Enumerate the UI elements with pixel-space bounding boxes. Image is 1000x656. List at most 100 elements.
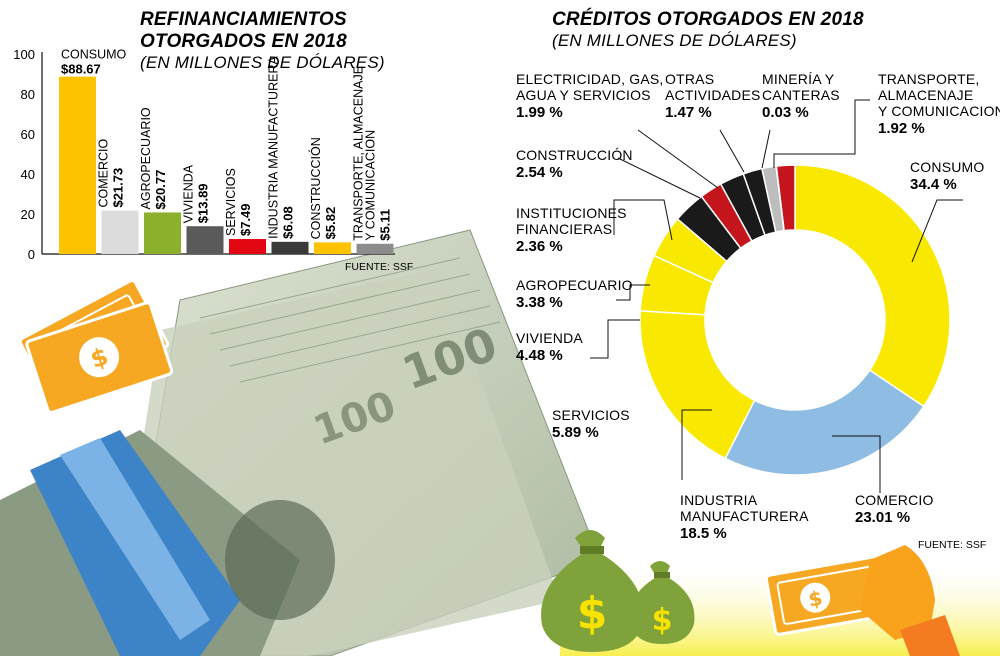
dollar-sign: $ bbox=[577, 588, 608, 639]
bar bbox=[229, 239, 266, 254]
dollar-sign: $ bbox=[806, 586, 824, 612]
bar-value-label: $20.77 bbox=[153, 170, 168, 210]
slice-label: VIVIENDA bbox=[516, 330, 583, 346]
bar-chart-subtitle: (EN MILLONES DE DÓLARES) bbox=[140, 53, 385, 72]
y-tick-label: 0 bbox=[28, 247, 35, 262]
y-tick-label: 60 bbox=[21, 127, 35, 142]
slice-label: FINANCIERAS bbox=[516, 221, 612, 237]
y-tick-label: 40 bbox=[21, 167, 35, 182]
slice-label: AGROPECUARIO bbox=[516, 277, 633, 293]
leader-line bbox=[773, 99, 870, 168]
dollar-sign: $ bbox=[652, 603, 673, 638]
slice-value-label: 3.38 % bbox=[516, 294, 563, 311]
slice-label: SERVICIOS bbox=[552, 407, 630, 423]
bar bbox=[356, 243, 394, 254]
leader-line bbox=[616, 284, 650, 301]
bar-chart-title-line-1: REFINANCIAMIENTOS bbox=[140, 9, 347, 30]
slice-label: TRANSPORTE, bbox=[878, 71, 980, 87]
bar-category-label: INDUSTRIA MANUFACTURERA bbox=[267, 56, 281, 239]
bar-value-label: $7.49 bbox=[238, 203, 253, 236]
donut-chart-subtitle: (EN MILLONES DE DÓLARES) bbox=[552, 31, 797, 50]
money-bag-icon: $ bbox=[541, 530, 644, 652]
slice-label: CONSTRUCCIÓN bbox=[516, 147, 633, 163]
leader-line bbox=[637, 129, 719, 189]
money-bag-small-icon: $ bbox=[629, 561, 695, 644]
bar-category-label: CONSTRUCCIÓN bbox=[308, 137, 323, 239]
leader-line bbox=[832, 435, 881, 493]
slice-label: INDUSTRIA bbox=[680, 492, 758, 508]
y-tick-label: 80 bbox=[21, 87, 35, 102]
bar bbox=[144, 212, 181, 254]
bar-value-label: $21.73 bbox=[111, 168, 126, 208]
slice-value-label: 4.48 % bbox=[516, 347, 563, 364]
bar-value-label: $88.67 bbox=[61, 62, 101, 77]
slice-label: AGUA Y SERVICIOS bbox=[516, 87, 651, 103]
bar bbox=[186, 226, 224, 254]
slice-label: INSTITUCIONES bbox=[516, 205, 627, 221]
slice-label: CANTERAS bbox=[762, 87, 840, 103]
bar-value-label: $5.82 bbox=[323, 207, 338, 240]
slice-value-label: 1.92 % bbox=[878, 120, 925, 137]
slice-label: ELECTRICIDAD, GAS, bbox=[516, 71, 664, 87]
bar bbox=[314, 242, 351, 254]
donut-slice bbox=[794, 164, 951, 408]
slice-label: COMERCIO bbox=[855, 492, 934, 508]
leader-line bbox=[617, 157, 701, 199]
portrait bbox=[225, 500, 335, 620]
y-tick-label: 100 bbox=[13, 47, 35, 62]
money-bills-icon: $ bbox=[18, 279, 174, 414]
donut-leader-lines bbox=[590, 99, 963, 493]
y-tick-label: 20 bbox=[21, 207, 35, 222]
bar-value-label: $13.89 bbox=[196, 183, 211, 223]
leader-line bbox=[590, 319, 640, 359]
bar-category-label: VIVIENDA bbox=[182, 164, 196, 223]
slice-value-label: 5.89 % bbox=[552, 424, 599, 441]
bar bbox=[271, 241, 309, 254]
slice-label: ACTIVIDADES bbox=[665, 87, 761, 103]
bar-value-label: $5.11 bbox=[378, 209, 393, 241]
slice-label: MINERÍA Y bbox=[762, 71, 835, 87]
slice-value-label: 18.5 % bbox=[680, 525, 727, 542]
cash-stack-icon: 100 100 bbox=[0, 229, 601, 656]
leader-line bbox=[613, 199, 673, 241]
bar-chart-title-line-2: OTORGADOS EN 2018 bbox=[140, 31, 347, 52]
slice-value-label: 0.03 % bbox=[762, 104, 809, 121]
bar bbox=[59, 76, 96, 254]
slice-label: Y COMUNICACION bbox=[878, 103, 1000, 119]
donut-chart: CRÉDITOS OTORGADOS EN 2018 (EN MILLONES … bbox=[516, 8, 1000, 551]
donut-slices bbox=[639, 164, 951, 476]
donut-chart-title: CRÉDITOS OTORGADOS EN 2018 bbox=[552, 8, 864, 30]
slice-value-label: 2.54 % bbox=[516, 164, 563, 181]
hand-holding-bill-icon: $ bbox=[764, 545, 960, 656]
bar-chart: REFINANCIAMIENTOS OTORGADOS EN 2018 (EN … bbox=[13, 9, 413, 273]
leader-line bbox=[761, 129, 771, 169]
donut-chart-source: FUENTE: SSF bbox=[918, 539, 986, 551]
bar bbox=[101, 210, 139, 254]
leader-line bbox=[681, 409, 712, 480]
slice-value-label: 2.36 % bbox=[516, 238, 563, 255]
bar-category-label: TRANSPORTE, ALMACENAJE bbox=[352, 66, 366, 241]
slice-value-label: 1.99 % bbox=[516, 104, 563, 121]
bar-category-label: COMERCIO bbox=[97, 139, 111, 208]
background-illustration: 100 100 $ $ $ bbox=[0, 229, 1000, 656]
bar-category-label: AGROPECUARIO bbox=[139, 107, 153, 209]
slice-value-label: 1.47 % bbox=[665, 104, 712, 121]
donut-slice bbox=[724, 369, 925, 476]
slice-value-label: 34.4 % bbox=[910, 176, 957, 193]
donut-slice bbox=[775, 164, 796, 232]
slice-label: ALMACENAJE bbox=[878, 87, 973, 103]
slice-label: MANUFACTURERA bbox=[680, 508, 809, 524]
leader-line bbox=[719, 129, 745, 173]
bar-category-label: CONSUMO bbox=[61, 48, 127, 62]
slice-label: OTRAS bbox=[665, 71, 714, 87]
bar-category-label: Y COMUNICACION bbox=[364, 130, 378, 241]
slice-label: CONSUMO bbox=[910, 159, 985, 175]
bar-value-label: $6.08 bbox=[281, 206, 296, 239]
slice-value-label: 23.01 % bbox=[855, 509, 910, 526]
bar-category-label: SERVICIOS bbox=[224, 168, 238, 236]
leader-line bbox=[911, 199, 963, 263]
bar-chart-source: FUENTE: SSF bbox=[345, 261, 413, 273]
